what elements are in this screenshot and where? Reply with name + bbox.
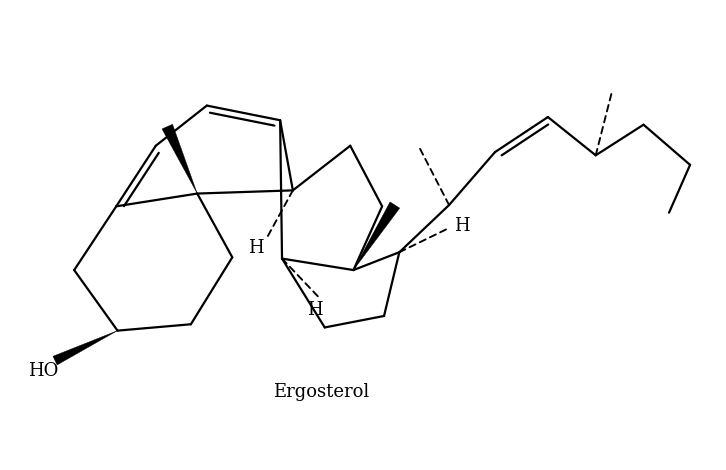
Polygon shape <box>354 202 400 270</box>
Text: HO: HO <box>28 362 59 380</box>
Text: H: H <box>248 239 264 258</box>
Text: H: H <box>454 217 470 235</box>
Polygon shape <box>162 124 197 194</box>
Text: H: H <box>307 301 323 319</box>
Text: Ergosterol: Ergosterol <box>274 383 370 401</box>
Polygon shape <box>53 330 118 365</box>
